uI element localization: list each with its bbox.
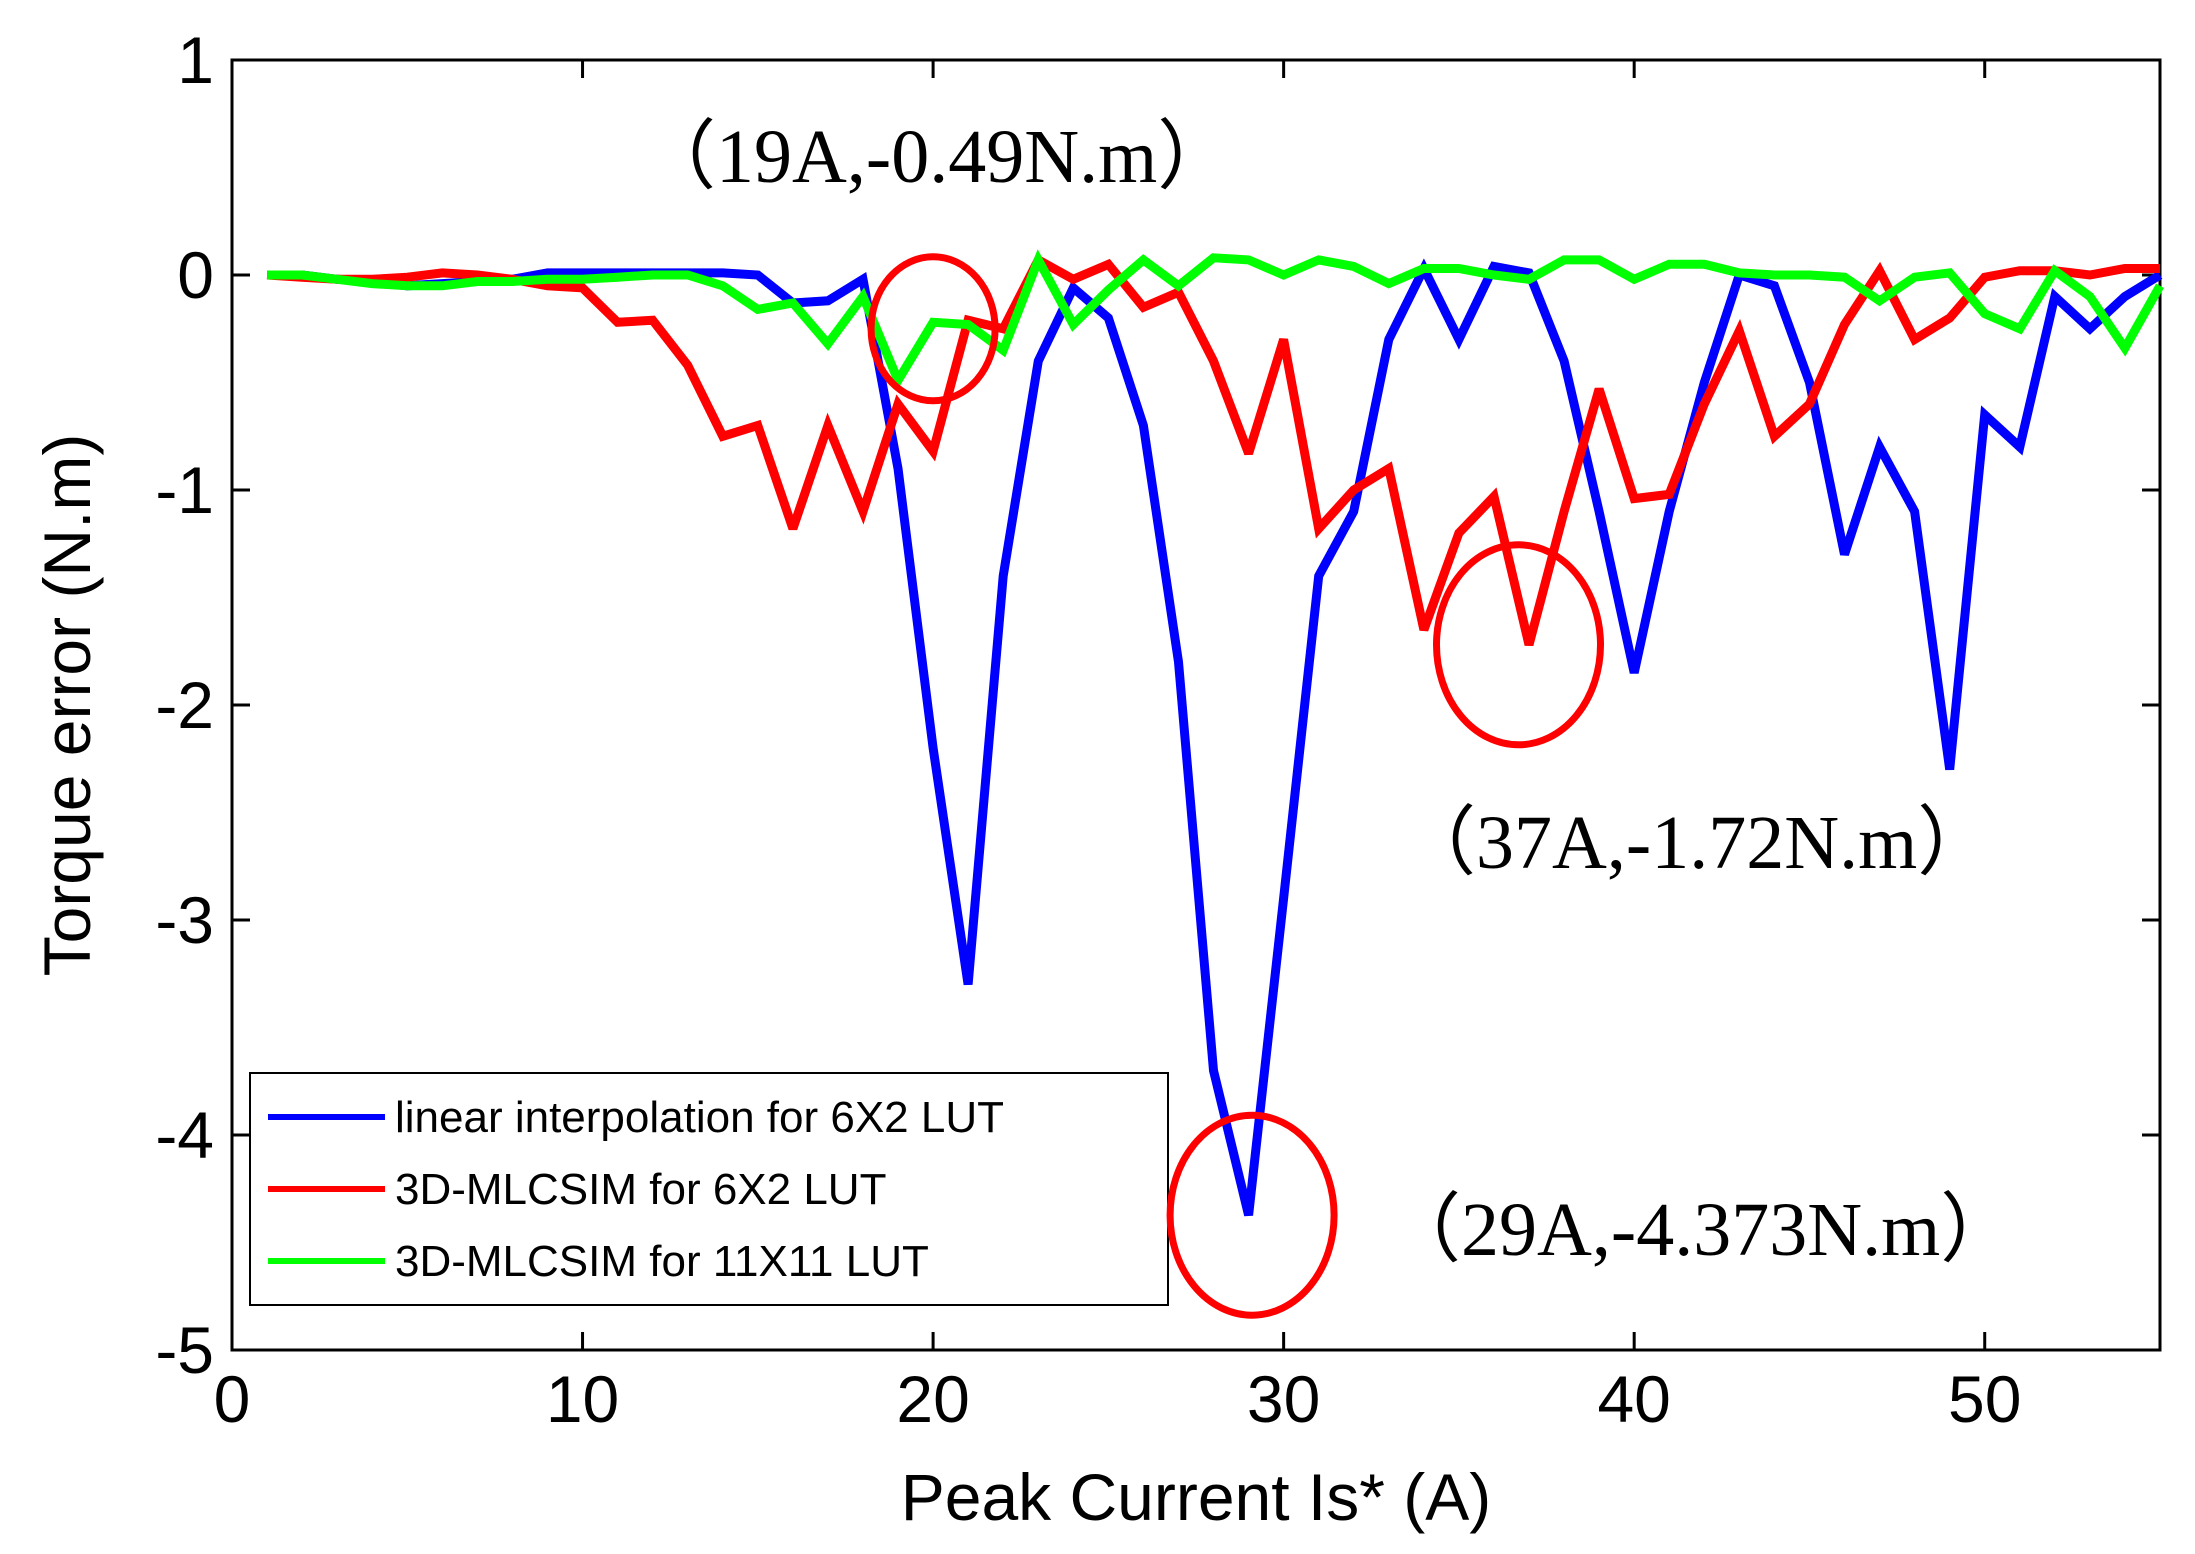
annotation-37a: （37A,-1.72N.m） <box>1400 801 1993 885</box>
series-line-3 <box>267 249 2164 391</box>
x-tick-label-30: 30 <box>1247 1362 1320 1436</box>
highlight-circle-3 <box>1166 1111 1338 1319</box>
legend-box <box>249 1072 1169 1306</box>
series-line-2 <box>266 253 2160 646</box>
legend-label-2: 3D-MLCSIM for 6X2 LUT <box>395 1165 886 1214</box>
annotation-29a: （29A,-4.373N.m） <box>1385 1188 2016 1272</box>
y-tick-label--3: -3 <box>155 883 214 957</box>
legend-label-3: 3D-MLCSIM for 11X11 LUT <box>395 1237 929 1286</box>
legend: linear interpolation for 6X2 LUT 3D-MLCSI… <box>249 1072 1169 1306</box>
y-tick-label-1: 1 <box>177 23 214 97</box>
legend-items: linear interpolation for 6X2 LUT 3D-MLCSI… <box>268 1093 1004 1286</box>
x-tick-label-0: 0 <box>214 1362 251 1436</box>
x-axis-ticks: 0 10 20 30 40 50 <box>214 60 2021 1436</box>
x-tick-label-10: 10 <box>546 1362 619 1436</box>
y-tick-label--2: -2 <box>155 668 214 742</box>
highlight-circles <box>867 253 1605 1319</box>
y-tick-label--1: -1 <box>155 453 214 527</box>
series-line-1 <box>267 258 2163 1217</box>
x-tick-label-50: 50 <box>1948 1362 2021 1436</box>
y-tick-label--4: -4 <box>155 1098 214 1172</box>
x-tick-label-40: 40 <box>1597 1362 1670 1436</box>
x-axis-title: Peak Current Is* (A) <box>901 1460 1492 1534</box>
annotation-19a: （19A,-0.49N.m） <box>640 115 1233 199</box>
x-tick-label-20: 20 <box>896 1362 969 1436</box>
highlight-circle-1 <box>867 253 999 405</box>
y-axis-ticks: 1 0 -1 -2 -3 -4 -5 <box>155 23 2160 1387</box>
y-tick-label--5: -5 <box>155 1313 214 1387</box>
legend-label-1: linear interpolation for 6X2 LUT <box>395 1093 1004 1142</box>
series-layer <box>266 249 2164 1217</box>
y-axis-title: Torque error (N.m) <box>30 434 104 977</box>
highlight-circle-2 <box>1433 541 1605 749</box>
y-tick-label-0: 0 <box>177 238 214 312</box>
